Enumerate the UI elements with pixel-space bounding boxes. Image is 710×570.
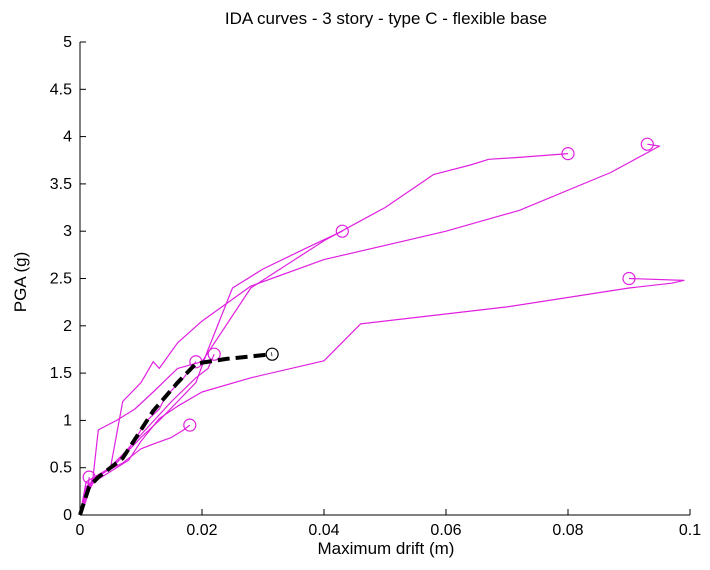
x-tick-label: 0.04: [308, 522, 339, 539]
chart-title: IDA curves - 3 story - type C - flexible…: [225, 9, 547, 28]
y-tick-label: 2.5: [50, 271, 72, 288]
y-tick-label: 4.5: [50, 81, 72, 98]
ida-curve-2: [79, 143, 661, 516]
ida-curve-end-marker: [561, 147, 575, 161]
y-tick-label: 3.5: [50, 176, 72, 193]
x-tick-label: 0.02: [186, 522, 217, 539]
median-ida-curve: [78, 352, 273, 516]
y-tick-label: 0: [63, 507, 72, 524]
y-axis-label: PGA (g): [11, 252, 30, 312]
x-tick-label: 0: [76, 522, 85, 539]
ida-curve-5: [79, 353, 215, 516]
y-tick-label: 0.5: [50, 460, 72, 477]
ida-curve-end-marker: [622, 271, 636, 286]
y-tick-label: 3: [63, 223, 72, 240]
ida-curve-end-marker: [183, 418, 197, 432]
ida-curve-1: [79, 153, 569, 516]
x-tick-label: 0.08: [552, 522, 583, 539]
y-tick-label: 1: [63, 412, 72, 429]
ida-curve-4: [79, 277, 685, 516]
y-tick-label: 1.5: [50, 365, 72, 382]
ida-curve-end-marker: [82, 470, 96, 484]
ida-curve-end-marker: [335, 224, 349, 238]
x-axis-label: Maximum drift (m): [318, 539, 455, 558]
y-tick-label: 2: [63, 318, 72, 335]
ida-curve-end-marker: [640, 137, 654, 151]
x-tick-label: 0.06: [430, 522, 461, 539]
series-layer: [78, 137, 685, 516]
y-tick-label: 4: [63, 129, 72, 146]
x-tick-label: 0.1: [679, 522, 701, 539]
ida-curve-end-marker: [207, 347, 221, 361]
ida-curve-3: [79, 230, 343, 516]
median-end-marker: [265, 347, 279, 361]
y-tick-label: 5: [63, 34, 72, 51]
